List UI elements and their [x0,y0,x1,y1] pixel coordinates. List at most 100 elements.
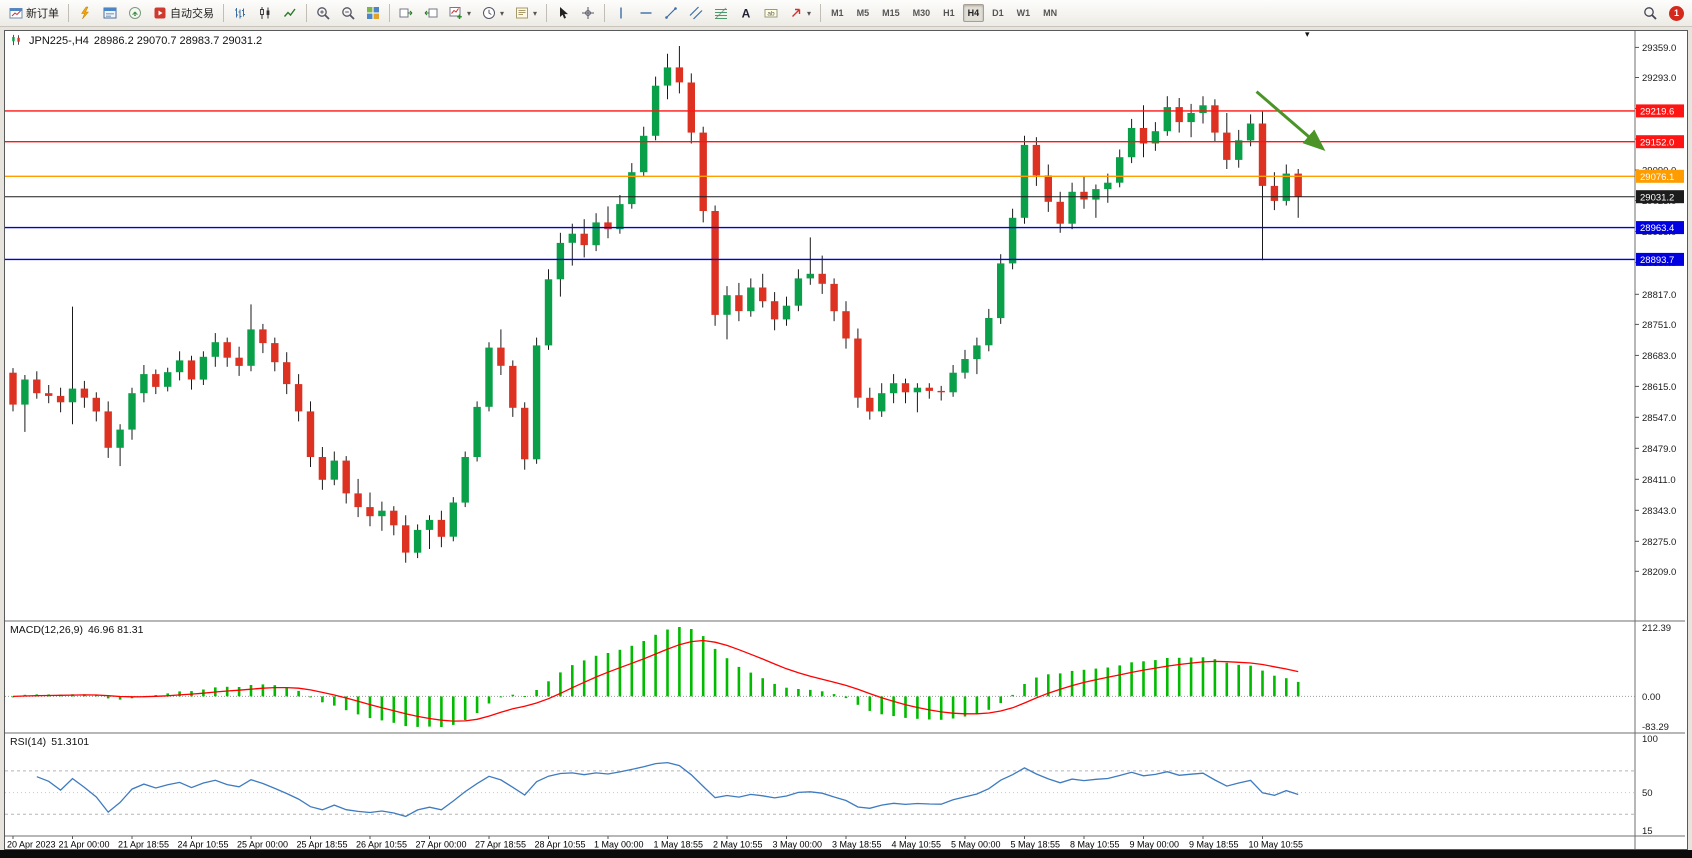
svg-text:25 Apr 18:55: 25 Apr 18:55 [297,840,348,850]
periods-button[interactable]: ▾ [477,2,509,24]
zoom-in-icon [316,6,330,20]
svg-text:1 May 00:00: 1 May 00:00 [594,840,644,850]
candle [663,67,672,86]
candle [402,525,410,553]
autoscroll-button[interactable] [394,2,418,24]
line-chart-icon [283,6,297,20]
candle [747,287,755,312]
bar-chart-button[interactable] [228,2,252,24]
chart-canvas[interactable]: 29359.029293.029225.029158.029090.029023… [5,31,1685,849]
autotrading-button[interactable]: 自动交易 [148,2,219,24]
indicators-button[interactable]: ▾ [444,2,476,24]
chart-title-icon [10,34,24,48]
candle [866,397,874,412]
chart-dropdown-caret[interactable]: ▾ [1305,29,1310,39]
candle [187,360,196,380]
rsi-name: RSI(14) [10,736,47,748]
candle [925,387,933,391]
terminal-button[interactable] [98,2,122,24]
candle [497,347,505,366]
candle [985,318,993,346]
arrows-icon [789,6,803,20]
candle [1104,182,1112,190]
candle [461,457,469,503]
macd-name: MACD(12,26,9) [10,624,83,636]
candle [152,374,160,387]
timeframe-d1-button[interactable]: D1 [987,4,1009,22]
candle [449,502,457,537]
svg-text:28209.0: 28209.0 [1642,567,1676,578]
periods-icon [482,6,496,20]
svg-text:5 May 18:55: 5 May 18:55 [1011,840,1061,850]
line-chart-button[interactable] [278,2,302,24]
metaeditor-button[interactable] [73,2,97,24]
timeframe-m15-button[interactable]: M15 [877,4,905,22]
candle [759,287,767,302]
svg-text:29293.0: 29293.0 [1642,73,1676,84]
cursor-icon [556,6,570,20]
candle [687,82,695,133]
toolbar-separator [306,4,307,22]
candle [259,329,267,344]
terminal-icon [103,6,117,20]
templates-button[interactable]: ▾ [510,2,542,24]
horizontal-line-button[interactable] [634,2,658,24]
search-button[interactable] [1638,2,1662,24]
caret-down-icon: ▾ [807,8,812,18]
candle [592,222,600,246]
time-axis: 20 Apr 2023 21 Apr 00:00 21 Apr 18:55 24 Ap… [7,836,1303,849]
candle [1068,191,1076,224]
trendline-button[interactable] [659,2,683,24]
zoom-out-icon [341,6,355,20]
new-order-button[interactable]: 新订单 [4,2,64,24]
chart-shift-icon [424,6,438,20]
candle [21,379,29,405]
svg-text:28893.7: 28893.7 [1640,255,1674,266]
svg-text:50: 50 [1642,788,1653,799]
candle [1163,107,1171,132]
notification-badge[interactable]: 1 [1669,5,1684,21]
timeframe-m30-button[interactable]: M30 [908,4,936,22]
timeframe-m1-button[interactable]: M1 [826,4,849,22]
zoom-out-button[interactable] [336,2,360,24]
svg-text:28683.0: 28683.0 [1642,351,1676,362]
timeframe-h1-button[interactable]: H1 [938,4,960,22]
svg-text:29359.0: 29359.0 [1642,43,1676,54]
candle [604,222,612,230]
svg-text:29031.2: 29031.2 [1640,192,1674,203]
candle [901,383,910,393]
svg-text:26 Apr 10:55: 26 Apr 10:55 [356,840,407,850]
candle [342,460,350,494]
text-button[interactable]: A [734,2,758,24]
label-button[interactable]: ab [759,2,783,24]
arrows-button[interactable]: ▾ [784,2,816,24]
equidistant-channel-button[interactable] [684,2,708,24]
svg-text:27 Apr 18:55: 27 Apr 18:55 [475,840,526,850]
timeframe-mn-button[interactable]: MN [1038,4,1062,22]
timeframe-m5-button[interactable]: M5 [852,4,875,22]
candle [366,507,374,517]
svg-text:28 Apr 10:55: 28 Apr 10:55 [535,840,586,850]
svg-text:100: 100 [1642,734,1658,745]
rsi-label: RSI(14) 51.3101 [10,736,89,748]
svg-text:28615.0: 28615.0 [1642,382,1676,393]
candle [164,372,172,387]
price-badge [1636,169,1684,183]
candle [889,383,898,394]
signals-button[interactable] [123,2,147,24]
chart-shift-button[interactable] [419,2,443,24]
tile-windows-button[interactable] [361,2,385,24]
timeframe-h4-button[interactable]: H4 [962,4,985,22]
candlestick-chart-button[interactable] [253,2,277,24]
fibonacci-button[interactable] [709,2,733,24]
timeframe-w1-button[interactable]: W1 [1012,4,1036,22]
metaeditor-icon [78,6,92,20]
zoom-in-button[interactable] [311,2,335,24]
svg-text:4 May 10:55: 4 May 10:55 [892,840,942,850]
vertical-line-button[interactable] [609,2,633,24]
trend-arrow-annotation[interactable] [1255,90,1326,152]
candle [1092,189,1100,200]
candle [68,388,77,403]
crosshair-button[interactable] [576,2,600,24]
cursor-button[interactable] [551,2,575,24]
